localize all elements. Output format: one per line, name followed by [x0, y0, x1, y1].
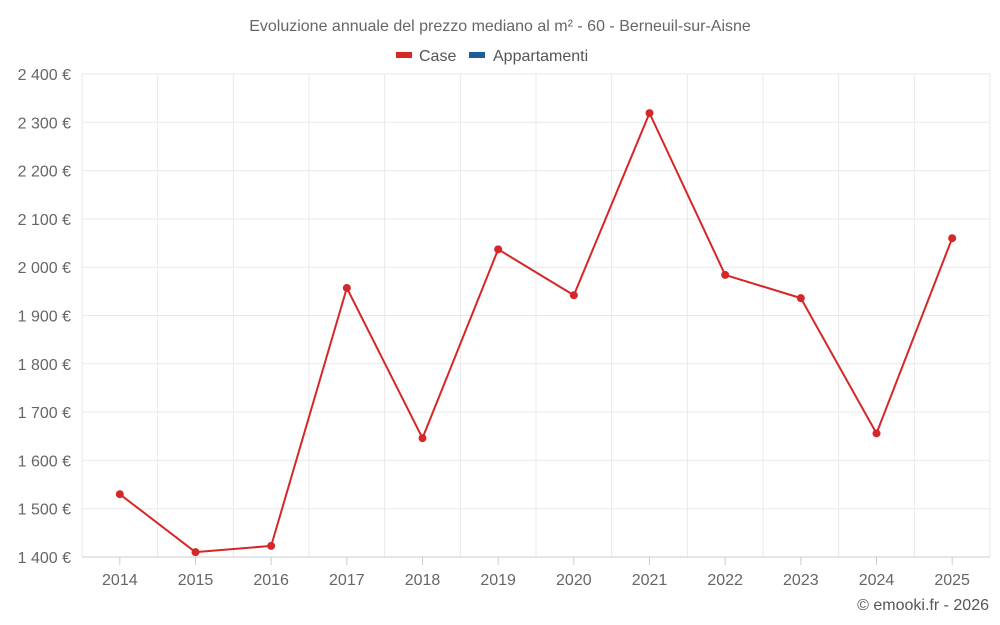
series-layer — [115, 109, 957, 557]
y-tick-label: 2 000 € — [18, 260, 71, 277]
y-tick-label: 1 800 € — [18, 357, 71, 374]
data-point[interactable] — [342, 283, 351, 292]
y-tick-label: 2 100 € — [18, 212, 71, 229]
y-tick-label: 2 200 € — [18, 164, 71, 181]
y-tick-label: 1 400 € — [18, 550, 71, 567]
data-point[interactable] — [645, 109, 654, 118]
data-point[interactable] — [494, 245, 503, 254]
x-tick-label: 2015 — [178, 572, 214, 589]
y-tick-label: 1 600 € — [18, 453, 71, 470]
x-tick-label: 2021 — [632, 572, 668, 589]
x-tick-label: 2024 — [859, 572, 895, 589]
x-tick-label: 2014 — [102, 572, 138, 589]
legend-swatch-case — [396, 52, 412, 58]
y-tick-label: 1 500 € — [18, 502, 71, 519]
data-point[interactable] — [948, 234, 957, 243]
y-tick-label: 2 300 € — [18, 115, 71, 132]
legend-item-case[interactable]: Case — [396, 48, 456, 65]
data-point[interactable] — [796, 294, 805, 303]
data-point[interactable] — [418, 434, 427, 443]
y-axis-tick-labels: 1 400 € 1 500 € 1 600 € 1 700 € 1 800 € 1 900… — [18, 67, 71, 567]
legend-swatch-appartamenti — [469, 52, 485, 58]
x-tick-label: 2022 — [707, 572, 743, 589]
data-point[interactable] — [191, 548, 200, 557]
legend-item-appartamenti[interactable]: Appartamenti — [469, 48, 588, 65]
x-tick-label: 2017 — [329, 572, 365, 589]
x-gridlines — [81, 74, 991, 557]
legend: Case Appartamenti — [396, 48, 588, 65]
chart-title: Evoluzione annuale del prezzo mediano al… — [249, 18, 751, 35]
y-tick-label: 1 700 € — [18, 405, 71, 422]
x-tick-label: 2016 — [253, 572, 289, 589]
x-tick-label: 2025 — [934, 572, 970, 589]
x-tick-label: 2018 — [405, 572, 441, 589]
data-point[interactable] — [115, 490, 124, 499]
credit-text: © emooki.fr - 2026 — [857, 597, 989, 614]
x-tick-label: 2023 — [783, 572, 819, 589]
data-point[interactable] — [872, 429, 881, 438]
x-tick-label: 2019 — [480, 572, 516, 589]
series-line-case — [119, 112, 954, 554]
x-tick-label: 2020 — [556, 572, 592, 589]
data-point[interactable] — [267, 541, 276, 550]
legend-label-case: Case — [419, 48, 456, 65]
x-axis-tick-labels: 2014 2015 2016 2017 2018 2019 2020 2021 2022 2023… — [102, 557, 970, 589]
legend-label-appartamenti: Appartamenti — [493, 48, 588, 65]
y-tick-label: 1 900 € — [18, 309, 71, 326]
y-tick-label: 2 400 € — [18, 67, 71, 84]
data-point[interactable] — [569, 291, 578, 300]
data-point[interactable] — [721, 270, 730, 279]
